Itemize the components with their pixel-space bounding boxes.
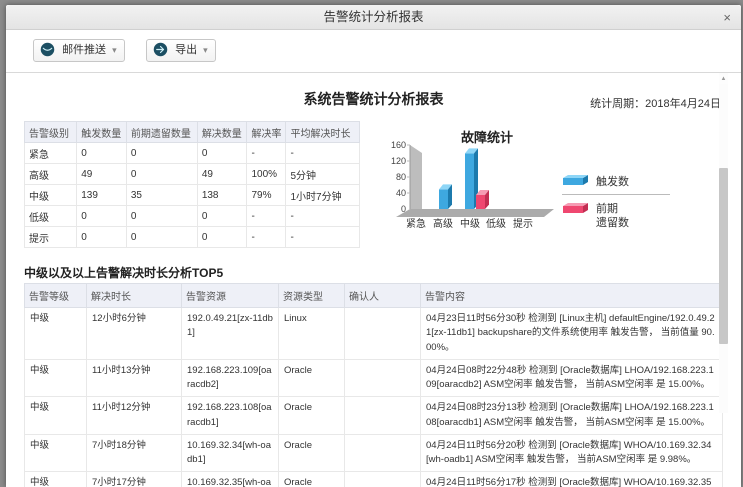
svg-text:紧急: 紧急 [406, 217, 426, 230]
svg-text:低级: 低级 [486, 217, 506, 230]
svg-text:提示: 提示 [513, 218, 533, 230]
svg-text:高级: 高级 [433, 217, 453, 230]
svg-text:80: 80 [396, 172, 406, 182]
svg-text:120: 120 [391, 156, 406, 166]
svg-text:0: 0 [401, 204, 406, 214]
svg-text:中级: 中级 [460, 217, 480, 230]
svg-text:40: 40 [396, 188, 406, 198]
svg-text:160: 160 [391, 141, 406, 150]
